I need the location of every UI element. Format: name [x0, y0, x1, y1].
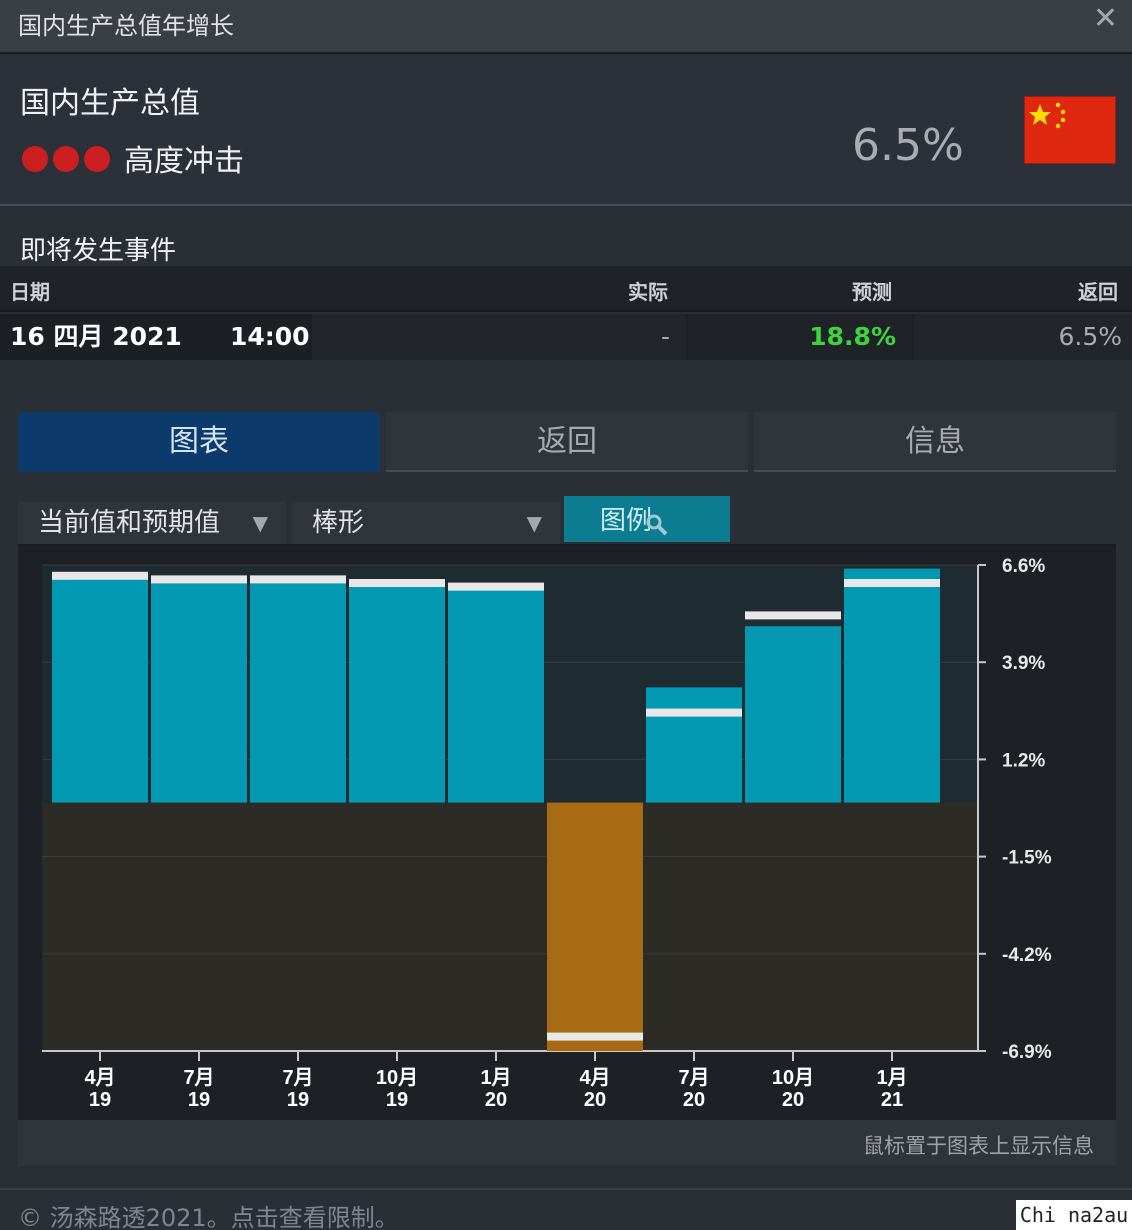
- hover-hint-text: 鼠标置于图表上显示信息: [863, 1134, 1094, 1158]
- x-tick-label: 19: [287, 1089, 309, 1111]
- table-row[interactable]: 16 四月 2021 14:00 - 18.8% 6.5%: [0, 314, 1132, 360]
- x-tick-label: 1月: [876, 1067, 907, 1089]
- y-tick-label: 6.6%: [1002, 556, 1045, 577]
- x-tick-label: 21: [881, 1089, 903, 1111]
- bar-chart: 6.6%3.9%1.2%-1.5%-4.2%-6.9%4月197月197月191…: [42, 556, 1052, 1111]
- bar: [52, 572, 148, 803]
- forecast-marker: [745, 611, 841, 620]
- x-tick-label: 7月: [183, 1067, 214, 1089]
- bar: [745, 626, 841, 803]
- event-previous: 6.5%: [914, 314, 1132, 360]
- x-tick-label: 1月: [480, 1067, 511, 1089]
- bar: [448, 583, 544, 803]
- forecast-marker: [844, 579, 940, 587]
- events-title: 即将发生事件: [20, 236, 177, 266]
- chevron-down-icon: ▼: [252, 511, 268, 535]
- forecast-marker: [151, 575, 247, 584]
- y-tick-label: 1.2%: [1002, 750, 1045, 771]
- legend-button[interactable]: 图例: [564, 496, 730, 542]
- x-tick-label: 7月: [678, 1067, 709, 1089]
- event-actual: -: [312, 314, 686, 360]
- chart-type-select[interactable]: 棒形 ▼: [292, 502, 560, 544]
- event-date: 16 四月 2021: [10, 322, 182, 351]
- series-select[interactable]: 当前值和预期值 ▼: [18, 502, 286, 544]
- tab-bar: 图表 返回 信息: [18, 412, 1116, 472]
- window-title: 国内生产总值年增长: [18, 12, 234, 40]
- header-date: 日期: [10, 280, 50, 304]
- chart-type-value: 棒形: [312, 508, 365, 538]
- events-table-header: 日期 实际 预测 返回: [0, 266, 1132, 312]
- close-icon[interactable]: ✕: [1092, 1, 1118, 36]
- x-tick-label: 10月: [772, 1067, 814, 1089]
- bar: [547, 802, 643, 1051]
- chart-area[interactable]: 6.6% 3.9% 1.2% -1.5% -4.2% -6.9% 4月 19 7月 19 7月 19 1…: [18, 546, 1116, 1120]
- y-tick-label: -6.9%: [1002, 1042, 1052, 1063]
- header-previous: 返回: [1078, 280, 1118, 304]
- forecast-marker: [547, 1032, 643, 1041]
- impact-dot-icon: [53, 146, 79, 172]
- x-tick-label: 20: [683, 1089, 705, 1111]
- x-tick-label: 20: [782, 1089, 804, 1111]
- indicator-value: 6.5%: [852, 120, 964, 171]
- copyright-link[interactable]: © 汤森路透2021。点击查看限制。: [18, 1204, 399, 1230]
- header-actual: 实际: [628, 280, 668, 304]
- forecast-marker: [250, 575, 346, 584]
- tab-info[interactable]: 信息: [754, 412, 1116, 472]
- x-tick-label: 19: [386, 1089, 408, 1111]
- forecast-marker: [52, 571, 148, 580]
- bar: [250, 575, 346, 803]
- forecast-marker: [448, 582, 544, 591]
- impact-dot-icon: [22, 146, 48, 172]
- impact-dot-icon: [84, 146, 110, 172]
- event-forecast: 18.8%: [688, 314, 912, 360]
- indicator-header: 国内生产总值 高度冲击 6.5%: [0, 56, 1132, 206]
- legend-button-label: 图例: [600, 506, 653, 536]
- x-tick-label: 4月: [84, 1067, 115, 1089]
- y-tick-label: -1.5%: [1002, 848, 1052, 869]
- forecast-marker: [646, 708, 742, 717]
- impact-label: 高度冲击: [124, 144, 244, 179]
- footer: © 汤森路透2021。点击查看限制。: [0, 1188, 1132, 1230]
- window-titlebar: 国内生产总值年增长 ✕: [0, 0, 1132, 54]
- x-tick-label: 19: [89, 1089, 111, 1111]
- indicator-name: 国内生产总值: [20, 86, 200, 121]
- bar: [349, 579, 445, 803]
- bar: [151, 575, 247, 803]
- header-forecast: 预测: [852, 280, 892, 304]
- plot-background-negative: [42, 802, 978, 1051]
- x-tick-label: 20: [584, 1089, 606, 1111]
- x-tick-label: 19: [188, 1089, 210, 1111]
- event-time: 14:00: [230, 322, 310, 351]
- hover-hint: 鼠标置于图表上显示信息: [18, 1120, 1116, 1166]
- chart-controls: 当前值和预期值 ▼ 棒形 ▼ 图例: [18, 496, 1116, 546]
- bar: [844, 568, 940, 803]
- tab-chart[interactable]: 图表: [18, 412, 380, 472]
- x-tick-label: 7月: [282, 1067, 313, 1089]
- x-tick-label: 10月: [376, 1067, 418, 1089]
- x-tick-label: 20: [485, 1089, 507, 1111]
- series-select-value: 当前值和预期值: [38, 508, 221, 538]
- magnifier-icon: [646, 514, 668, 536]
- tab-previous[interactable]: 返回: [386, 412, 748, 472]
- china-flag-icon: [1024, 96, 1116, 164]
- watermark: Chi na2au: [1016, 1200, 1132, 1230]
- y-tick-label: 3.9%: [1002, 653, 1045, 674]
- bar: [646, 687, 742, 803]
- x-tick-label: 4月: [579, 1067, 610, 1089]
- y-tick-label: -4.2%: [1002, 945, 1052, 966]
- chevron-down-icon: ▼: [526, 511, 542, 535]
- impact-dots: [22, 146, 115, 176]
- forecast-marker: [349, 579, 445, 587]
